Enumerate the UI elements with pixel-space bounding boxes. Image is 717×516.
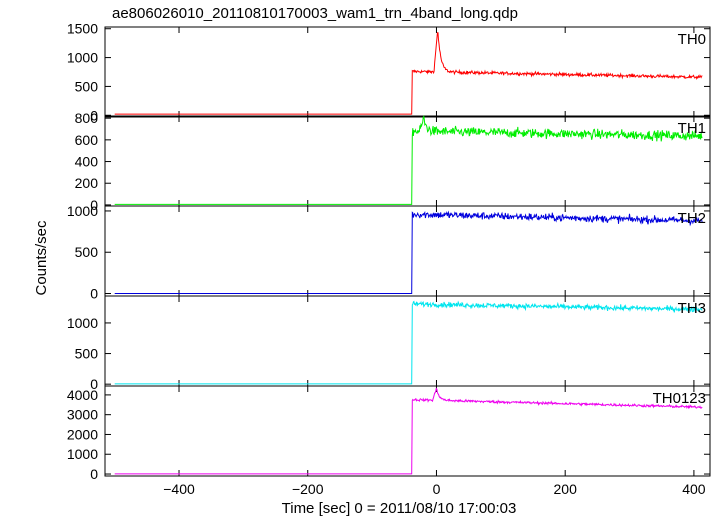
y-tick-label: 0 [90, 107, 98, 123]
panel-label: TH0 [678, 31, 706, 48]
y-tick-label: 1000 [67, 446, 98, 462]
panel-th0123: 0 1000 2000 3000 4000 TH0123 [67, 385, 711, 482]
panel-label: TH2 [678, 210, 706, 227]
panel-frame [104, 385, 711, 477]
y-tick-label: 1500 [67, 21, 98, 37]
y-tick-label: 0 [90, 197, 98, 213]
x-tick-label: 0 [433, 481, 441, 497]
series-line-th3 [114, 300, 703, 385]
chart-title: ae806026010_20110810170003_wam1_trn_4ban… [112, 5, 518, 22]
y-axis-label: Counts/sec [33, 220, 50, 296]
y-tick-label: 400 [75, 154, 99, 170]
y-tick-label: 0 [90, 466, 98, 482]
series-line-th1 [114, 115, 703, 205]
y-tick-label: 500 [75, 78, 99, 94]
x-tick-label: −200 [292, 481, 324, 497]
x-tick-label: 400 [682, 481, 706, 497]
x-axis-label: Time [sec] 0 = 2011/08/10 17:00:03 [282, 500, 517, 516]
series-line-th0123 [114, 387, 703, 475]
panel-label: TH3 [678, 300, 706, 317]
y-tick-label: 3000 [67, 407, 98, 423]
series-line-th2 [114, 210, 703, 294]
y-tick-label: 800 [75, 110, 99, 126]
y-tick-label: 4000 [67, 387, 98, 403]
x-tick-label: 200 [554, 481, 578, 497]
y-tick-label: 1000 [67, 203, 98, 219]
panel-th3: 0 500 1000 TH3 [67, 295, 711, 392]
panels-group: 0 500 1000 1500 TH0 0 200 400 600 800 TH1 0 500 1000 T… [67, 21, 711, 497]
y-tick-label: 200 [75, 175, 99, 191]
panel-frame [104, 295, 711, 387]
panel-frame [104, 26, 711, 118]
y-tick-label: 1000 [67, 50, 98, 66]
y-tick-label: 0 [90, 376, 98, 392]
panel-label: TH1 [678, 120, 706, 137]
y-tick-label: 500 [75, 346, 99, 362]
panel-frame [104, 115, 711, 207]
panel-th2: 0 500 1000 TH2 [67, 203, 711, 302]
panel-label: TH0123 [653, 390, 706, 407]
x-tick-label: −400 [163, 481, 195, 497]
y-tick-label: 1000 [67, 315, 98, 331]
y-tick-label: 500 [75, 244, 99, 260]
panel-th1: 0 200 400 600 800 TH1 [75, 110, 711, 213]
y-tick-label: 600 [75, 132, 99, 148]
y-tick-label: 2000 [67, 426, 98, 442]
y-tick-label: 0 [90, 286, 98, 302]
series-line-th0 [114, 32, 703, 115]
panel-th0: 0 500 1000 1500 TH0 [67, 21, 711, 123]
